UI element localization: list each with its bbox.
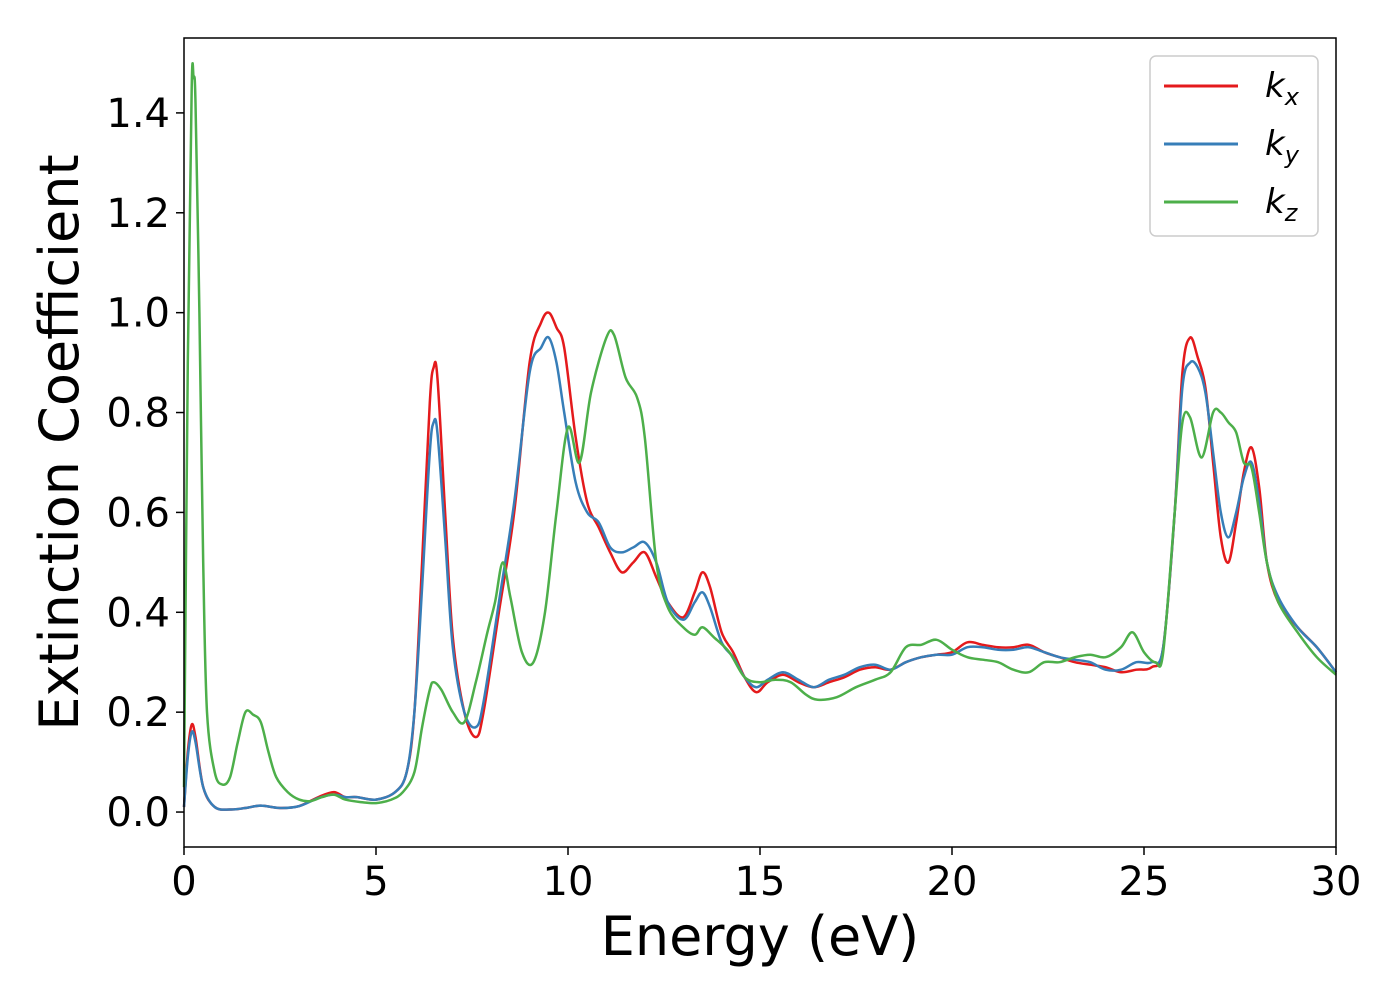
x-tick-label: 5 — [363, 859, 388, 905]
legend-box — [1149, 55, 1319, 237]
series-line-y — [182, 335, 1337, 811]
x-tick-label: 0 — [171, 859, 196, 905]
x-tick-label: 10 — [543, 859, 594, 905]
y-tick-label: 1.0 — [106, 291, 170, 337]
legend-label-z: kz — [1265, 182, 1299, 227]
x-axis-title: Energy (eV) — [601, 905, 920, 968]
y-tick-label: 0.2 — [106, 690, 170, 736]
y-tick-label: 1.2 — [106, 191, 170, 237]
x-axis-ticks: 0 5 10 15 20 25 30 — [171, 847, 1361, 905]
y-tick-label: 0.6 — [106, 490, 170, 536]
y-axis-ticks: 0.0 0.2 0.4 0.6 0.8 1.0 1.2 1.4 — [106, 91, 184, 836]
legend: kx ky kz — [1149, 55, 1319, 237]
x-tick-label: 15 — [735, 859, 786, 905]
series-line-x — [182, 311, 1337, 811]
x-tick-label: 30 — [1311, 859, 1362, 905]
legend-label-x: kx — [1265, 66, 1300, 111]
plot-lines — [182, 61, 1337, 811]
y-tick-label: 1.4 — [106, 91, 170, 137]
y-tick-label: 0.4 — [106, 590, 170, 636]
x-tick-label: 25 — [1119, 859, 1170, 905]
y-axis-title: Extinction Coefficient — [28, 154, 91, 730]
y-tick-label: 0.0 — [106, 790, 170, 836]
x-tick-label: 20 — [927, 859, 978, 905]
y-tick-label: 0.8 — [106, 391, 170, 437]
plot-frame — [183, 37, 1337, 848]
series-line-z — [182, 61, 1337, 805]
legend-label-y: ky — [1265, 124, 1300, 169]
